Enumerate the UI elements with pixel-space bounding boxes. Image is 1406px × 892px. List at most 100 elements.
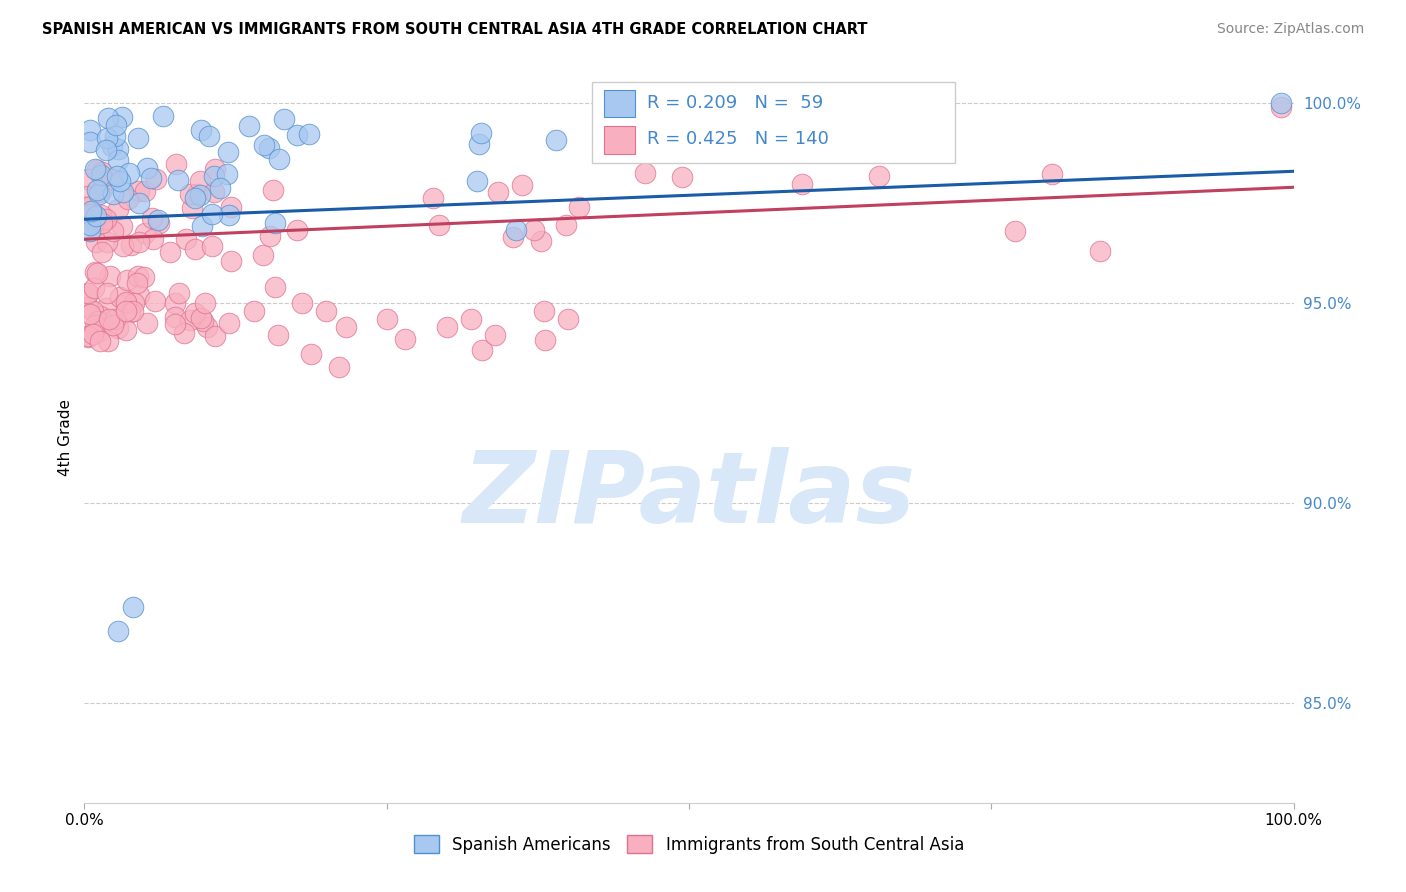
Point: [83, 265, 105, 279]
Point: [107, 202, 129, 216]
Point: [159, 245, 181, 260]
Point: [194, 296, 217, 310]
Text: ZIPatlas: ZIPatlas: [463, 447, 915, 544]
Point: [468, 136, 491, 151]
Point: [77, 172, 100, 186]
Point: [273, 112, 295, 126]
Point: [792, 177, 814, 191]
Point: [86, 163, 108, 178]
Point: [253, 138, 276, 153]
Point: [671, 169, 693, 184]
Point: [97, 334, 120, 348]
Point: [1004, 224, 1026, 238]
Point: [110, 290, 132, 304]
Point: [221, 253, 243, 268]
Point: [218, 316, 240, 330]
Point: [132, 269, 155, 284]
Point: [122, 303, 145, 318]
Point: [204, 329, 226, 343]
Point: [83, 318, 105, 333]
Point: [118, 166, 141, 180]
Point: [77, 330, 100, 344]
Point: [79, 218, 101, 232]
Point: [107, 624, 129, 638]
Point: [83, 216, 105, 230]
Point: [190, 188, 212, 202]
FancyBboxPatch shape: [605, 126, 634, 154]
Point: [96, 301, 118, 316]
Point: [90, 165, 112, 179]
Point: [204, 162, 226, 177]
Text: Source: ZipAtlas.com: Source: ZipAtlas.com: [1216, 22, 1364, 37]
Point: [554, 218, 576, 232]
Point: [1270, 96, 1292, 111]
Point: [118, 305, 141, 319]
Point: [84, 235, 107, 249]
Point: [315, 304, 337, 318]
Point: [394, 332, 416, 346]
Point: [96, 235, 118, 250]
Point: [219, 201, 242, 215]
Point: [90, 168, 112, 182]
Point: [152, 109, 174, 123]
Point: [259, 228, 281, 243]
Point: [530, 234, 553, 248]
Point: [77, 285, 100, 300]
Point: [128, 184, 150, 198]
Point: [190, 310, 212, 325]
Point: [174, 231, 197, 245]
Point: [79, 224, 101, 238]
Point: [89, 309, 111, 323]
Point: [84, 161, 107, 176]
Point: [128, 287, 150, 301]
Point: [100, 172, 122, 186]
Point: [107, 321, 129, 335]
Point: [328, 359, 350, 374]
Point: [117, 273, 139, 287]
Point: [79, 136, 101, 150]
Point: [195, 320, 218, 334]
FancyBboxPatch shape: [605, 89, 634, 118]
Point: [184, 243, 207, 257]
Point: [208, 181, 231, 195]
Point: [1270, 100, 1292, 114]
Point: [79, 307, 101, 321]
Point: [90, 245, 112, 260]
Point: [141, 170, 163, 185]
Point: [267, 328, 290, 343]
Point: [202, 169, 225, 183]
Point: [103, 224, 125, 238]
Point: [201, 239, 224, 253]
Point: [436, 320, 458, 334]
Point: [77, 211, 100, 225]
Point: [77, 200, 100, 214]
Point: [546, 133, 568, 147]
Point: [86, 183, 108, 197]
Point: [128, 196, 150, 211]
Text: R = 0.209   N =  59: R = 0.209 N = 59: [647, 94, 823, 112]
Point: [122, 295, 145, 310]
Point: [238, 120, 260, 134]
Legend: Spanish Americans, Immigrants from South Central Asia: Spanish Americans, Immigrants from South…: [408, 829, 970, 860]
Point: [218, 208, 240, 222]
Point: [114, 295, 136, 310]
Point: [104, 128, 127, 143]
Point: [163, 295, 186, 310]
Point: [202, 185, 225, 199]
Point: [557, 312, 579, 326]
Point: [427, 218, 450, 232]
Point: [291, 296, 314, 310]
Point: [83, 281, 105, 295]
Point: [299, 347, 322, 361]
Point: [89, 324, 111, 338]
Point: [179, 186, 201, 201]
Point: [127, 276, 149, 290]
Point: [201, 206, 224, 220]
Point: [134, 184, 156, 198]
Point: [128, 235, 150, 249]
Point: [179, 312, 201, 326]
Point: [264, 280, 287, 294]
Point: [146, 213, 169, 227]
Point: [285, 128, 308, 143]
Point: [96, 111, 118, 125]
